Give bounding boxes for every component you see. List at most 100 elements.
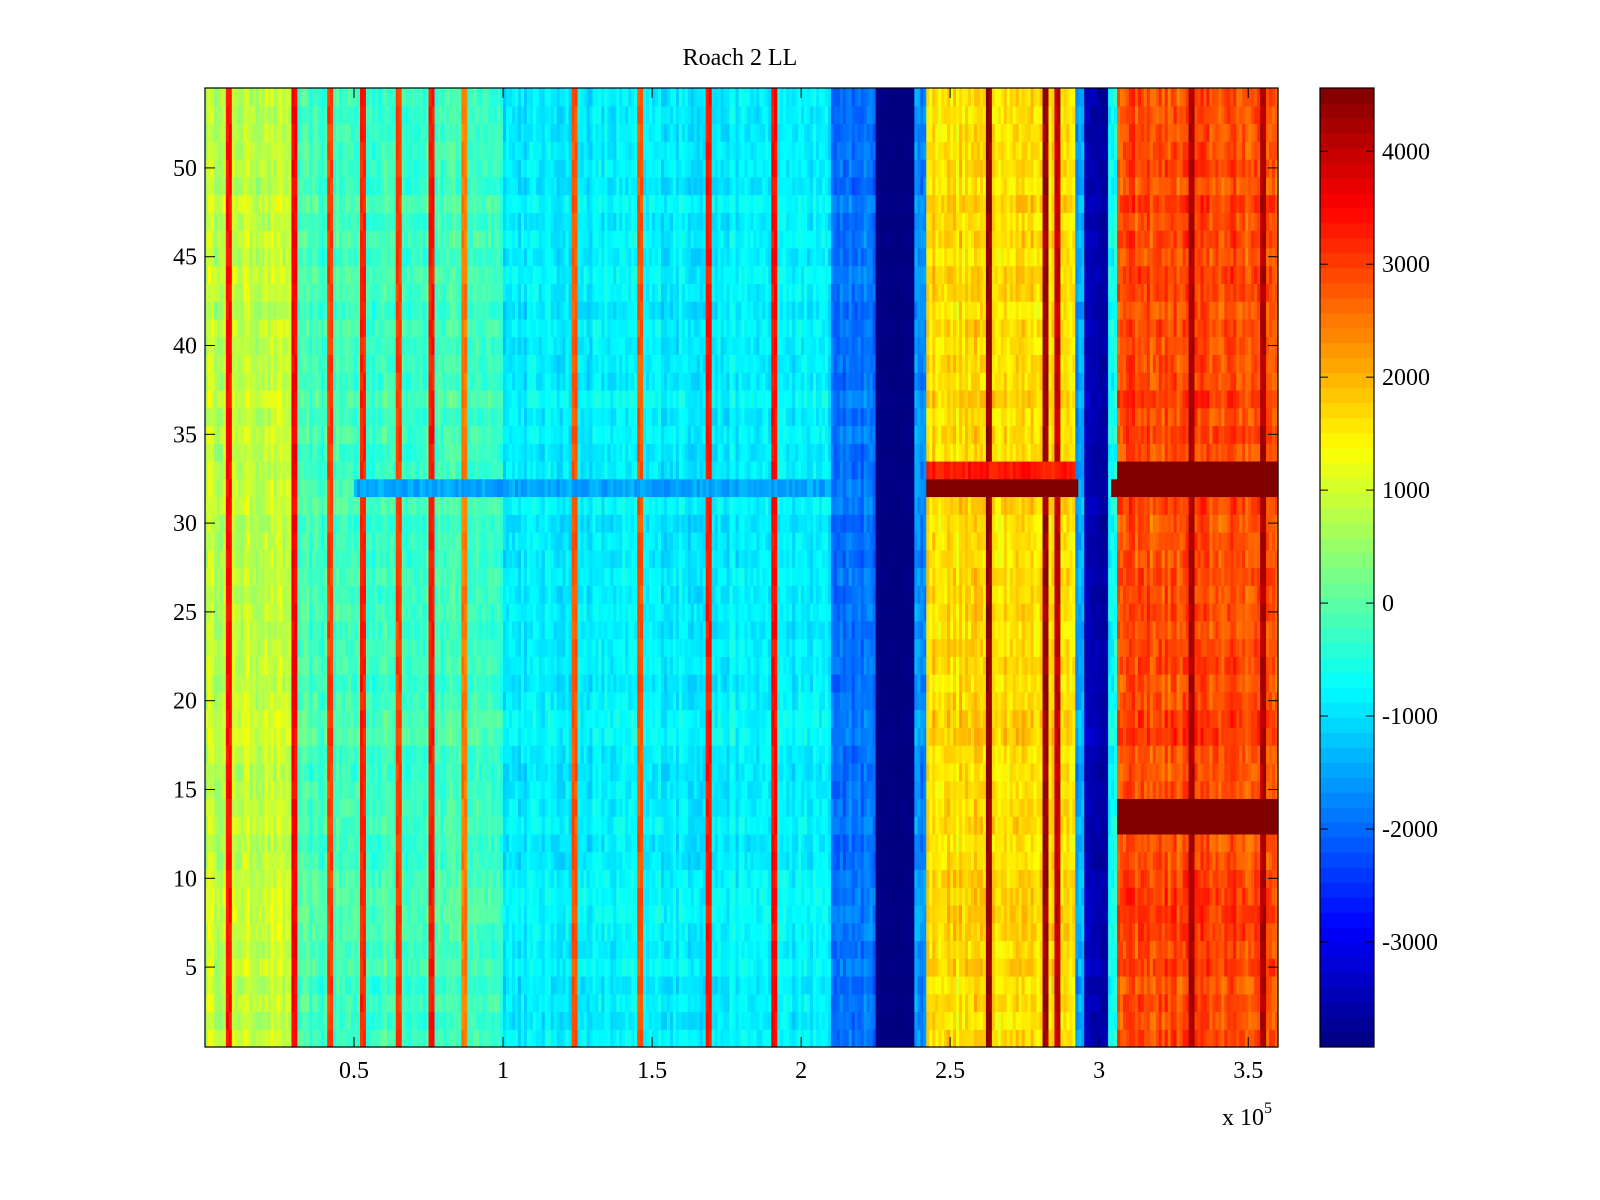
heatmap-cell [607, 940, 611, 959]
heatmap-cell [1051, 975, 1056, 995]
heatmap-cell [1239, 887, 1243, 906]
heatmap-cell [1105, 851, 1109, 871]
heatmap-cell [225, 1029, 230, 1048]
heatmap-cell [956, 887, 960, 906]
heatmap-cell [1102, 1029, 1106, 1048]
heatmap-cell [1048, 922, 1053, 942]
heatmap-cell [1218, 958, 1222, 977]
heatmap-cell [705, 940, 710, 959]
heatmap-cell [598, 833, 603, 853]
heatmap-cell [589, 1011, 594, 1030]
heatmap-cell [404, 1011, 409, 1030]
heatmap-cell [1206, 958, 1211, 977]
heatmap-cell [210, 975, 215, 995]
heatmap-cell [747, 869, 752, 888]
heatmap-cell [258, 922, 263, 942]
heatmap-cell [1137, 851, 1142, 871]
heatmap-cell [1254, 1029, 1258, 1048]
heatmap-cell [559, 869, 564, 888]
heatmap-cell [246, 975, 251, 995]
heatmap-cell [857, 958, 862, 977]
heatmap-cell [1152, 869, 1157, 888]
heatmap-cell [556, 940, 561, 959]
heatmap-cell [1021, 887, 1026, 906]
heatmap-cell [976, 833, 981, 853]
heatmap-cell [282, 904, 287, 924]
heatmap-cell [669, 922, 674, 942]
heatmap-cell [1063, 940, 1067, 959]
heatmap-cell [571, 993, 576, 1013]
heatmap-cell [261, 940, 266, 959]
heatmap-cell [792, 958, 796, 977]
heatmap-cell [228, 851, 233, 871]
heatmap-cell [714, 1029, 719, 1048]
heatmap-cell [1257, 869, 1261, 888]
heatmap-cell [425, 1011, 430, 1030]
heatmap-cell [276, 833, 281, 853]
heatmap-cell [1021, 1029, 1026, 1048]
heatmap-cell [839, 993, 844, 1013]
heatmap-cell [440, 922, 445, 942]
heatmap-cell [988, 993, 993, 1013]
heatmap-cell [848, 851, 853, 871]
heatmap-cell [357, 904, 361, 924]
heatmap-cell [839, 904, 844, 924]
heatmap-cell [944, 904, 948, 924]
heatmap-cell [389, 904, 394, 924]
heatmap-cell [523, 833, 528, 853]
heatmap-cell [523, 1029, 528, 1048]
heatmap-cell [938, 958, 942, 977]
heatmap-cell [795, 940, 799, 959]
heatmap-cell [261, 975, 266, 995]
heatmap-cell [1057, 958, 1062, 977]
heatmap-cell [982, 833, 987, 853]
heatmap-cell [744, 922, 749, 942]
heatmap-cell [541, 940, 546, 959]
heatmap-cell [813, 1011, 817, 1030]
heatmap-cell [267, 958, 272, 977]
heatmap-cell [1066, 1029, 1070, 1048]
heatmap-cell [1060, 1029, 1064, 1048]
heatmap-cell [401, 975, 406, 995]
heatmap-cell [485, 1029, 489, 1048]
heatmap-cell [720, 958, 725, 977]
heatmap-cell [836, 833, 841, 853]
heatmap-cell [1060, 993, 1064, 1013]
heatmap-cell [1063, 975, 1067, 995]
heatmap-cell [661, 887, 665, 906]
heatmap-cell [592, 887, 597, 906]
heatmap-cell [252, 904, 257, 924]
heatmap-cell [821, 958, 826, 977]
heatmap-cell [273, 975, 278, 995]
heatmap-cell [753, 993, 757, 1013]
heatmap-cell [1131, 1029, 1136, 1048]
heatmap-cell [1015, 958, 1020, 977]
heatmap-cell [631, 975, 635, 995]
heatmap-cell [1275, 851, 1279, 871]
heatmap-cell [544, 1029, 549, 1048]
heatmap-cell [1084, 1011, 1088, 1030]
heatmap-cell [1191, 851, 1196, 871]
heatmap-cell [571, 922, 576, 942]
heatmap-cell [762, 958, 766, 977]
heatmap-cell [723, 1011, 728, 1030]
heatmap-cell [669, 1011, 674, 1030]
heatmap-cell [771, 940, 775, 959]
heatmap-cell [351, 1029, 355, 1048]
heatmap-cell [857, 833, 862, 853]
heatmap-cell [956, 1029, 960, 1048]
heatmap-cell [362, 1029, 367, 1048]
heatmap-cell [649, 940, 653, 959]
heatmap-cell [896, 958, 901, 977]
heatmap-cell [881, 922, 886, 942]
heatmap-cell [321, 958, 325, 977]
heatmap-cell [1057, 904, 1062, 924]
heatmap-cell [377, 1029, 382, 1048]
heatmap-cell [1072, 851, 1076, 871]
heatmap-cell [300, 958, 304, 977]
heatmap-cell [556, 833, 561, 853]
heatmap-cell [1200, 1011, 1205, 1030]
heatmap-cell [345, 922, 349, 942]
heatmap-cell [777, 869, 781, 888]
heatmap-cell [1093, 851, 1097, 871]
